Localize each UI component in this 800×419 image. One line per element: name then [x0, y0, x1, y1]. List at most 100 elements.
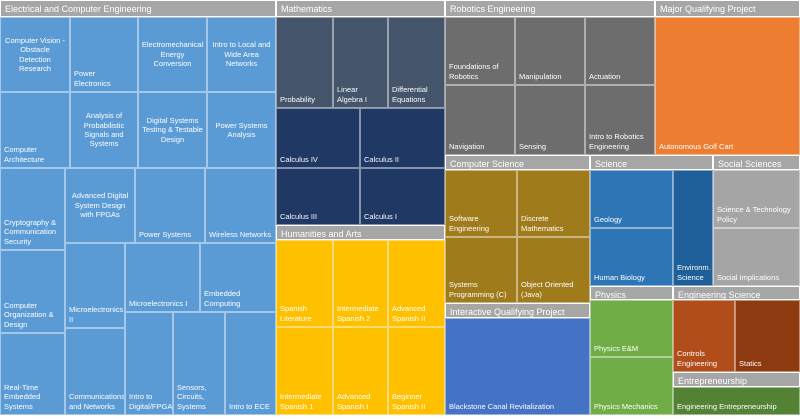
tile-label: Object Oriented (Java): [521, 280, 574, 299]
tile-label: Beginner Spanish II: [392, 392, 426, 411]
tile-label: Physics Mechanics: [594, 401, 658, 411]
tile: Computer Vision - Obstacle Detection Res…: [0, 17, 70, 92]
group-header: Physics: [590, 286, 673, 300]
tile-label: Engineering Entrepreneurship: [677, 401, 777, 411]
tile-label: Actuation: [589, 71, 621, 81]
tile-label: Geology: [594, 214, 622, 224]
tile: Linear Algebra I: [333, 17, 388, 108]
tile: Microelectronics I: [125, 243, 200, 312]
tile: Social Implications: [713, 228, 800, 286]
tile-label: Calculus III: [280, 211, 318, 221]
tile-label: Intermediate Spanish 2: [337, 304, 379, 323]
group-header: Mathematics: [276, 0, 445, 17]
tile-label: Sensing: [519, 141, 547, 151]
tile-label: Microelectronics I: [129, 298, 188, 308]
tile-label: Intro to Digital/FPGA: [129, 392, 173, 411]
group-header: Engineering Science: [673, 286, 800, 300]
tile: Science & Technology Policy: [713, 170, 800, 228]
tile: Embedded Computing: [200, 243, 276, 312]
tile: Sensing: [515, 85, 585, 155]
tile: Power Electronics: [70, 17, 138, 92]
tile: Statics: [735, 300, 800, 372]
tile: Intro to Local and Wide Area Networks: [207, 17, 276, 92]
tile-label: Power Systems Analysis: [215, 120, 268, 139]
tile-label: Differential Equations: [392, 85, 428, 104]
tile: Calculus IV: [276, 108, 360, 168]
tile: Differential Equations: [388, 17, 445, 108]
tile-label: Probability: [280, 94, 316, 104]
tile: Intro to Robotics Engineering: [585, 85, 655, 155]
tile: Communications and Networks: [65, 328, 125, 415]
tile-label: Analysis of Probabilistic Signals and Sy…: [83, 111, 125, 149]
tile-label: Computer Vision - Obstacle Detection Res…: [5, 35, 65, 73]
tile-label: Power Systems: [139, 229, 192, 239]
tile: Autonomous Golf Cart: [655, 17, 800, 155]
tile-label: Sensors, Circuits, Systems: [177, 382, 207, 411]
tile-label: Manipulation: [519, 71, 562, 81]
tile: Intro to Digital/FPGA: [125, 312, 173, 415]
tile: Cryptography & Communication Security: [0, 168, 65, 250]
tile-label: Calculus I: [364, 211, 397, 221]
tile: Controls Engineering: [673, 300, 735, 372]
group-header: Entrepreneurship: [673, 372, 800, 387]
tile: Object Oriented (Java): [517, 237, 590, 303]
tile: Physics E&M: [590, 300, 673, 357]
tile: Computer Architecture: [0, 92, 70, 168]
tile-label: Software Engineering: [449, 214, 490, 233]
tile: Discrete Mathematics: [517, 170, 590, 237]
tile-label: Intro to Local and Wide Area Networks: [212, 40, 271, 69]
tile: Analysis of Probabilistic Signals and Sy…: [70, 92, 138, 168]
tile-label: Real-Time Embedded Systems: [4, 382, 41, 411]
tile: Foundations of Robotics: [445, 17, 515, 85]
tile-label: Systems Programming (C): [449, 280, 507, 299]
tile-label: Science & Technology Policy: [717, 205, 791, 224]
tile: Beginner Spanish II: [388, 327, 445, 415]
tile: Spanish Literature: [276, 240, 333, 327]
tile-label: Computer Architecture: [4, 145, 45, 164]
tile-label: Power Electronics: [74, 69, 111, 88]
tile: Calculus III: [276, 168, 360, 225]
tile-label: Blackstone Canal Revitalization: [449, 401, 555, 411]
tile-label: Social Implications: [717, 272, 780, 282]
tile: Engineering Entrepreneurship: [673, 387, 800, 415]
tile: Systems Programming (C): [445, 237, 517, 303]
tile: Microelectronics II: [65, 243, 125, 328]
tile-label: Foundations of Robotics: [449, 62, 499, 81]
tile: Calculus I: [360, 168, 445, 225]
tile: Advanced Spanish I: [333, 327, 388, 415]
tile-label: Cryptography & Communication Security: [4, 217, 57, 246]
tile-label: Computer Organization & Design: [4, 300, 54, 329]
tile: Electromechanical Energy Conversion: [138, 17, 207, 92]
tile-label: Intermediate Spanish 1: [280, 392, 322, 411]
tile-label: Microelectronics II: [69, 305, 124, 324]
tile-label: Environm… Science: [677, 263, 713, 282]
tile: Physics Mechanics: [590, 357, 673, 415]
tile: Wireless Networks: [205, 168, 276, 243]
tile: Intermediate Spanish 1: [276, 327, 333, 415]
tile: Actuation: [585, 17, 655, 85]
tile: Computer Organization & Design: [0, 250, 65, 333]
tile-label: Physics E&M: [594, 343, 639, 353]
tile: Geology: [590, 170, 673, 228]
group-header: Major Qualifying Project: [655, 0, 800, 17]
tile: Intermediate Spanish 2: [333, 240, 388, 327]
group-header: Robotics Engineering: [445, 0, 655, 17]
tile-label: Navigation: [449, 141, 485, 151]
group-header: Science: [590, 155, 713, 170]
group-header: Humanities and Arts: [276, 225, 445, 240]
tile-label: Advanced Spanish II: [392, 304, 426, 323]
tile: Calculus II: [360, 108, 445, 168]
tile-label: Advanced Spanish I: [337, 392, 371, 411]
tile-label: Calculus IV: [280, 154, 318, 164]
tile: Intro to ECE: [225, 312, 276, 415]
tile-label: Human Biology: [594, 272, 645, 282]
tile-label: Discrete Mathematics: [521, 214, 564, 233]
tile: Probability: [276, 17, 333, 108]
tile-label: Communications and Networks: [69, 392, 125, 411]
group-header: Computer Science: [445, 155, 590, 170]
tile-label: Spanish Literature: [280, 304, 312, 323]
group-header: Social Sciences: [713, 155, 800, 170]
tile: Navigation: [445, 85, 515, 155]
tile: Software Engineering: [445, 170, 517, 237]
group-header: Interactive Qualifying Project: [445, 303, 590, 318]
